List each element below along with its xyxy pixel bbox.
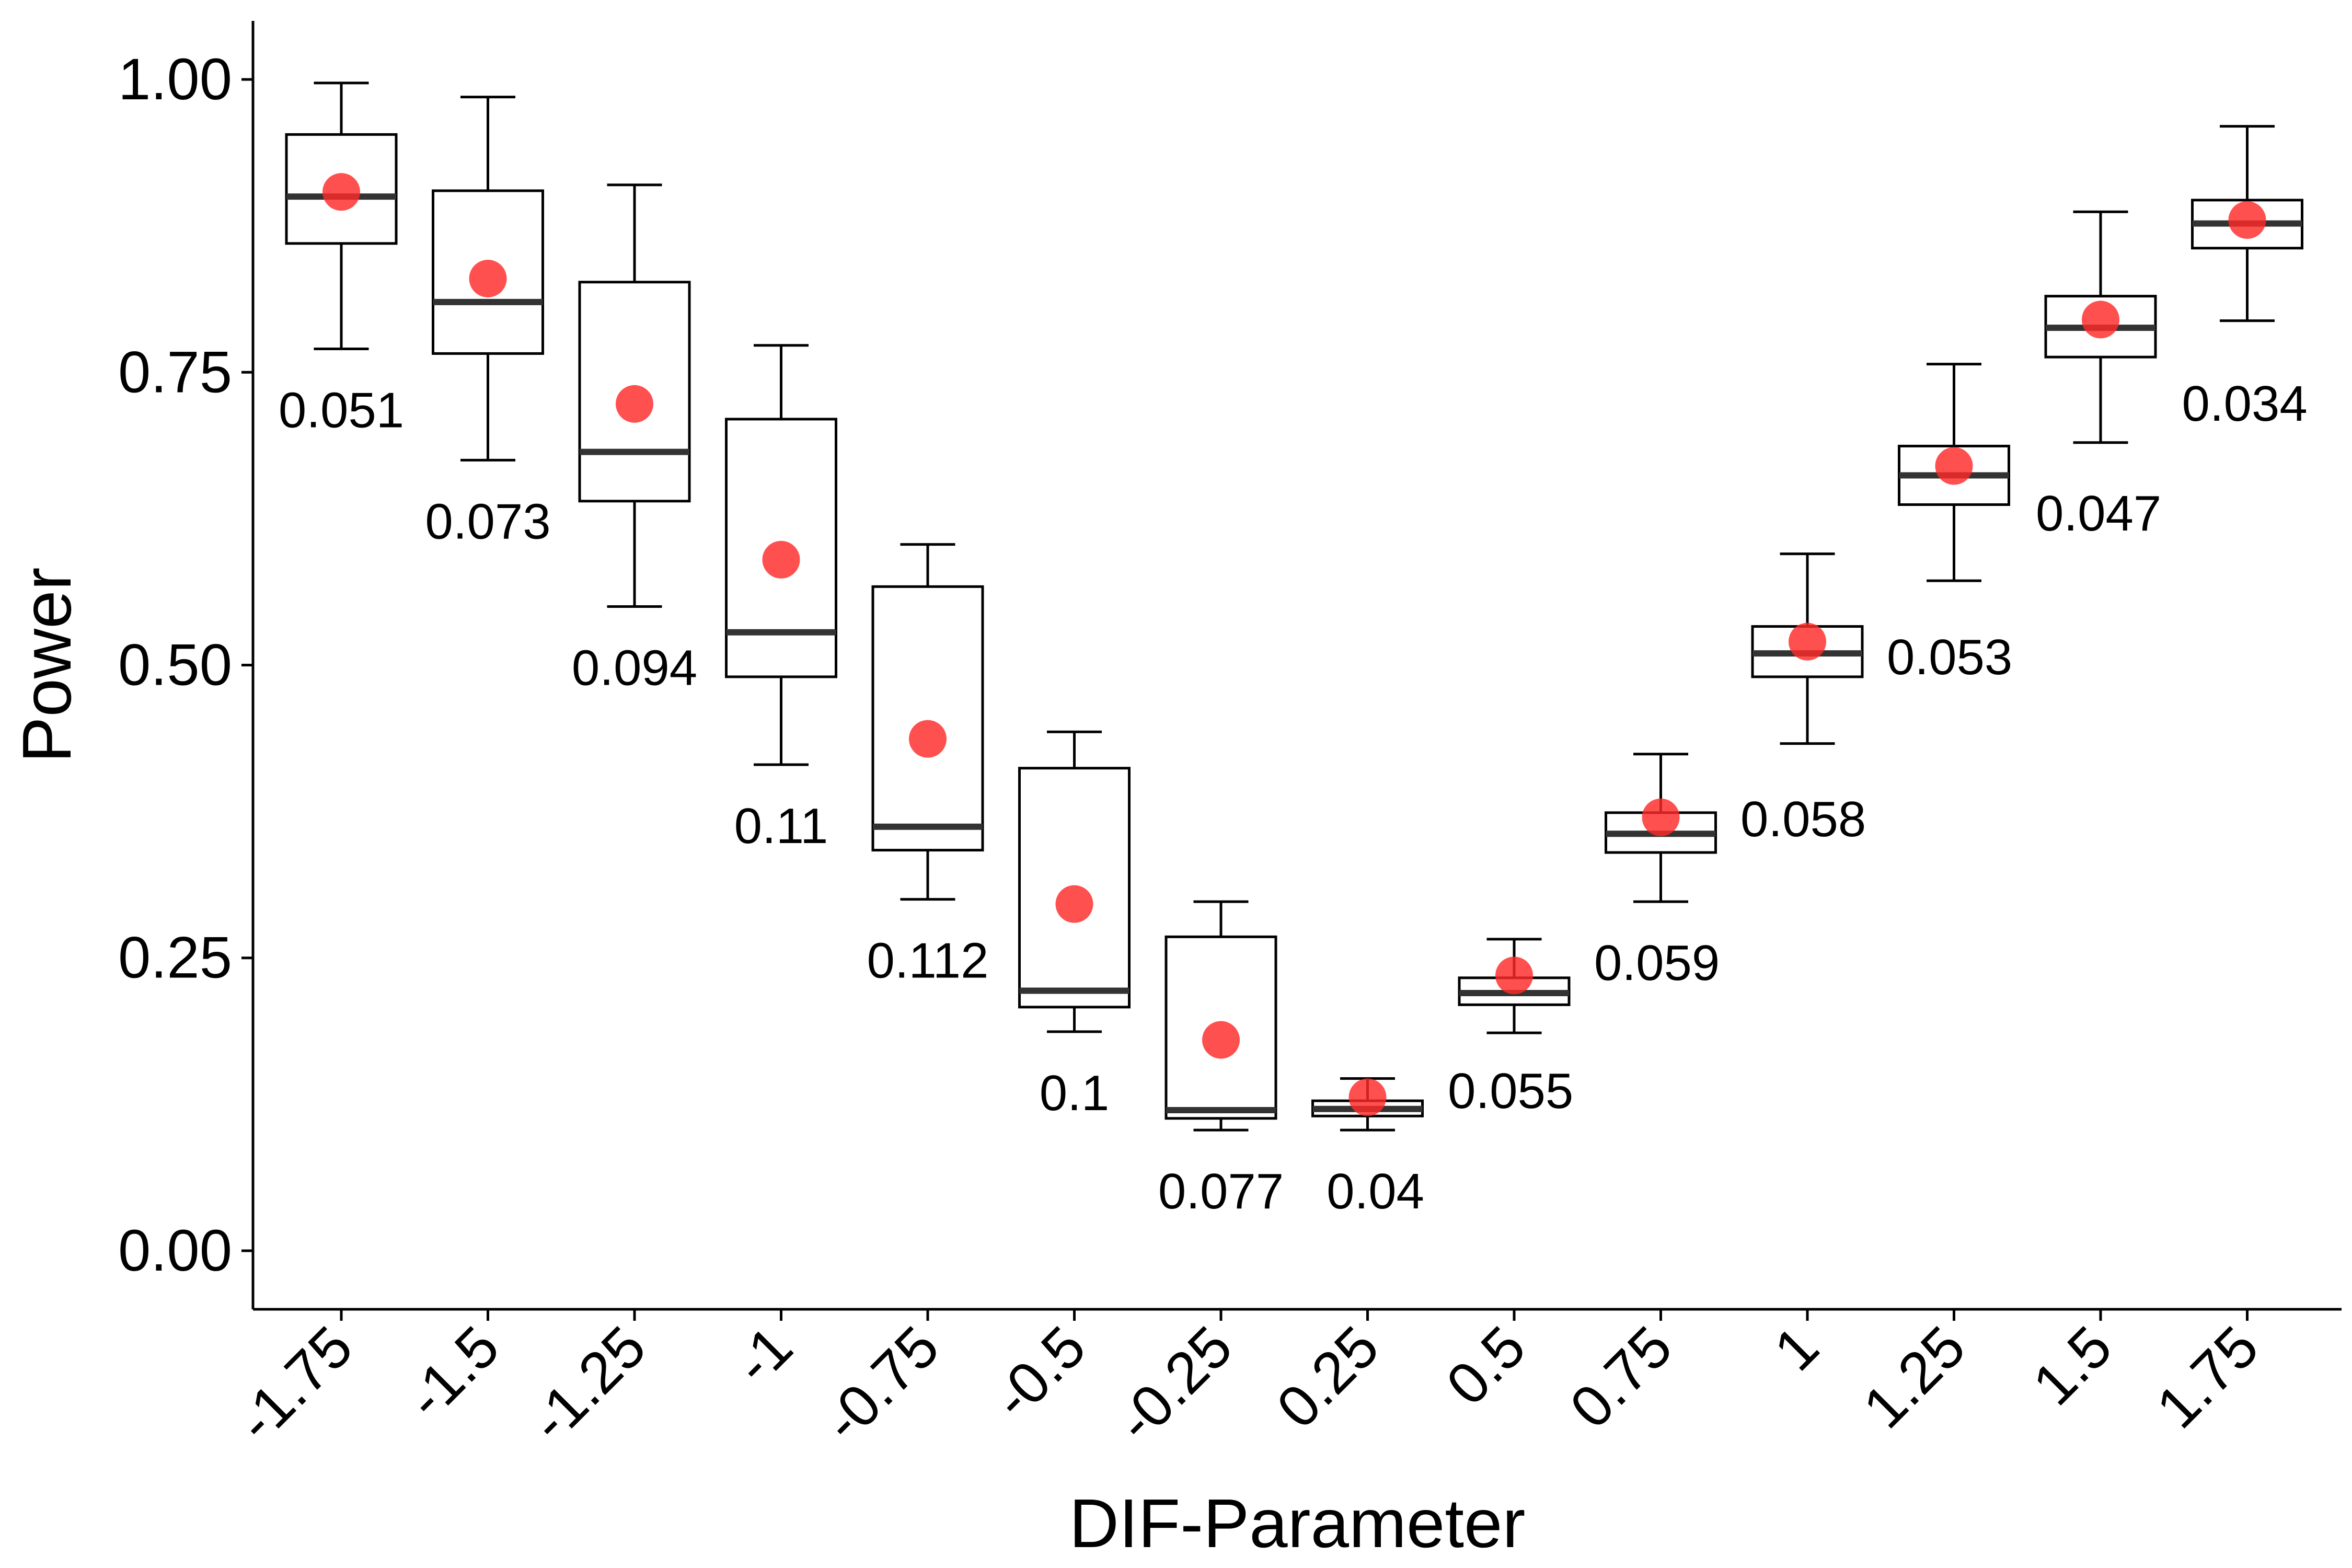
y-tick-label: 0.75: [118, 339, 232, 405]
box--0.5: [1018, 730, 1131, 1033]
y-ticks: 0.00 0.25 0.50 0.75 1.00: [118, 47, 253, 1283]
box-iqr: [871, 585, 984, 852]
boxes-layer: [285, 82, 2303, 1132]
x-tick-label: 0.75: [1558, 1314, 1685, 1441]
x-axis: -1.75 -1.5 -1.25 -1 -0.75 -0.5 -0.25 0.25 0.5 0.7…: [224, 1308, 2342, 1454]
mean-point: [1789, 622, 1826, 661]
y-tick-label: 0.25: [118, 925, 232, 990]
x-tick-label: 1.75: [2144, 1314, 2271, 1441]
annotation-label: 0.055: [1448, 1063, 1573, 1119]
annotation-label: 0.11: [734, 798, 828, 854]
annotation-label: 0.094: [572, 640, 697, 696]
annotation-label: 0.053: [1887, 629, 2012, 685]
x-tick-label: 1.25: [1851, 1314, 1978, 1441]
annotation-label: 0.073: [425, 493, 550, 549]
annotation-label: 0.04: [1327, 1163, 1424, 1219]
x-tick-label: -1.25: [517, 1314, 658, 1455]
y-axis-title: Power: [8, 567, 85, 763]
annotation-label: 0.047: [2036, 486, 2161, 541]
box--0.75: [871, 543, 984, 901]
x-axis-title: DIF-Parameter: [1069, 1485, 1526, 1562]
x-ticks: -1.75 -1.5 -1.25 -1 -0.75 -0.5 -0.25 0.25 0.5 0.7…: [224, 1309, 2270, 1454]
mean-point: [1202, 1021, 1240, 1059]
x-tick-label: 1.5: [2020, 1314, 2124, 1417]
mean-point: [2228, 201, 2266, 239]
y-tick-label: 0.00: [118, 1218, 232, 1283]
x-tick-label: -0.25: [1104, 1314, 1244, 1455]
mean-point: [2082, 301, 2119, 339]
x-tick-label: 0.25: [1264, 1314, 1391, 1441]
mean-point: [616, 385, 653, 423]
x-tick-label: -1.5: [394, 1314, 512, 1432]
mean-point: [469, 260, 507, 297]
x-tick-label: 1: [1762, 1314, 1831, 1383]
mean-point: [322, 173, 360, 211]
x-tick-label: -1: [722, 1314, 805, 1397]
mean-point: [1495, 956, 1533, 995]
means-layer: [322, 173, 2266, 1116]
x-tick-label: -1.75: [224, 1314, 365, 1455]
y-tick-label: 0.50: [118, 632, 232, 698]
mean-point: [762, 540, 800, 579]
annotations-layer: 0.051 0.073 0.094 0.11 0.112 0.1 0.077 0.04 0.05…: [279, 376, 2308, 1219]
mean-point: [1642, 798, 1680, 836]
mean-point: [1935, 447, 1973, 485]
mean-point: [909, 720, 947, 758]
box--1.5: [432, 96, 544, 462]
box--0.25: [1165, 900, 1277, 1132]
annotation-label: 0.059: [1594, 935, 1720, 991]
x-tick-label: 0.5: [1434, 1314, 1537, 1417]
mean-point: [1348, 1078, 1387, 1116]
y-tick-label: 1.00: [118, 47, 232, 112]
mean-point: [1055, 885, 1093, 923]
annotation-label: 0.051: [279, 382, 404, 438]
annotation-label: 0.034: [2182, 376, 2308, 432]
x-tick-label: -0.5: [981, 1314, 1098, 1432]
annotation-label: 0.112: [867, 933, 988, 989]
annotation-label: 0.1: [1040, 1065, 1109, 1121]
box--1.75: [285, 82, 398, 350]
annotation-label: 0.058: [1740, 791, 1866, 847]
x-tick-label: -0.75: [811, 1314, 951, 1455]
annotation-label: 0.077: [1158, 1163, 1284, 1219]
y-axis: 0.00 0.25 0.50 0.75 1.00: [118, 21, 255, 1309]
